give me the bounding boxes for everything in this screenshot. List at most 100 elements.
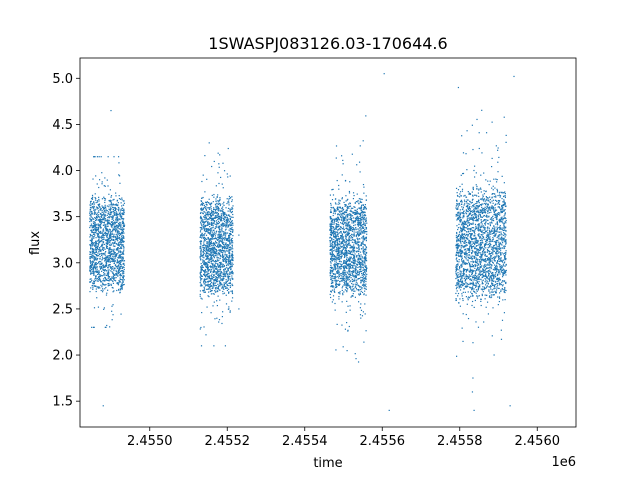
data-point [334, 202, 337, 204]
data-point [362, 264, 364, 266]
data-point [121, 285, 123, 287]
data-point [110, 253, 113, 256]
data-point [218, 215, 220, 218]
data-point [96, 226, 98, 229]
data-point [209, 285, 211, 287]
data-point [353, 255, 355, 257]
data-point [94, 222, 96, 224]
data-point [348, 273, 350, 275]
data-point [121, 232, 123, 234]
data-point [361, 284, 364, 286]
data-point [224, 229, 227, 231]
data-point [105, 251, 107, 253]
data-point [338, 201, 340, 203]
data-point [91, 279, 93, 281]
data-point [343, 253, 345, 255]
data-point [348, 224, 350, 227]
data-point [354, 224, 356, 226]
data-point [210, 233, 212, 235]
data-point [89, 211, 91, 213]
data-point [332, 212, 335, 214]
data-point [203, 244, 205, 246]
data-point [225, 286, 227, 288]
data-point [334, 255, 336, 258]
data-point [224, 244, 226, 246]
data-point [223, 212, 225, 214]
data-point [338, 239, 340, 241]
data-point [361, 198, 363, 201]
data-point [204, 214, 206, 217]
data-point [200, 267, 202, 270]
data-point [225, 258, 227, 260]
data-point [109, 261, 111, 264]
data-point [103, 247, 105, 249]
data-point [341, 243, 343, 245]
data-point [224, 248, 226, 250]
data-point [361, 204, 363, 206]
data-point [360, 231, 362, 233]
data-point [92, 225, 94, 227]
data-point [214, 262, 216, 264]
data-point [123, 264, 126, 266]
data-point [122, 284, 124, 286]
data-point [209, 226, 211, 228]
data-point [222, 215, 225, 217]
data-point [361, 214, 363, 216]
data-point [360, 309, 363, 311]
data-point [92, 272, 94, 274]
data-point [222, 213, 224, 215]
data-point [203, 271, 206, 273]
data-point [345, 253, 347, 255]
data-point [213, 345, 215, 347]
data-point [231, 297, 234, 299]
data-point [365, 220, 367, 222]
data-point [217, 277, 219, 279]
data-point [211, 263, 213, 266]
data-point [339, 243, 341, 245]
data-point [102, 280, 104, 282]
data-point [94, 259, 96, 261]
data-point [365, 249, 367, 251]
data-point [335, 250, 337, 253]
data-point [342, 243, 345, 245]
data-point [222, 279, 224, 281]
data-point [335, 268, 337, 270]
data-point [228, 276, 230, 278]
data-point [229, 215, 231, 217]
data-point [110, 208, 112, 210]
data-point [221, 224, 223, 226]
data-point [123, 237, 125, 240]
data-point [204, 232, 206, 235]
data-point [337, 208, 339, 210]
data-point [363, 268, 366, 271]
data-point [228, 254, 231, 256]
data-point [352, 288, 354, 290]
data-point [206, 255, 208, 258]
data-point [100, 156, 102, 158]
data-point [363, 284, 365, 286]
data-point [364, 249, 366, 251]
data-point [89, 259, 91, 262]
data-point [362, 227, 364, 230]
data-point [218, 200, 220, 202]
data-point [225, 243, 227, 245]
data-point [109, 258, 111, 260]
data-point [109, 189, 111, 191]
data-point [351, 286, 353, 288]
data-point [343, 269, 345, 272]
data-point [207, 250, 209, 252]
data-point [358, 212, 360, 214]
data-point [200, 203, 203, 205]
data-point [359, 222, 361, 225]
data-point [111, 224, 113, 226]
data-point [220, 229, 222, 231]
data-point [224, 212, 226, 214]
data-point [119, 263, 122, 266]
data-point [232, 242, 234, 244]
data-point [358, 231, 360, 233]
data-point [101, 244, 103, 246]
data-point [104, 234, 107, 236]
data-point [115, 214, 118, 216]
data-point [110, 200, 112, 202]
data-point [222, 293, 224, 295]
